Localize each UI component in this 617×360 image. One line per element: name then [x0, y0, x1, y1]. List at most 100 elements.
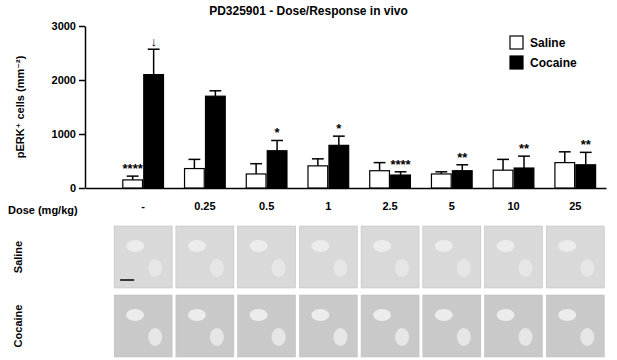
micrograph-panel: [361, 226, 419, 288]
y-tick: 1000: [52, 128, 85, 140]
micrograph-texture: [395, 328, 409, 346]
x-axis: -0.250.512.551025: [86, 188, 607, 212]
y-tick-label: 1000: [52, 128, 76, 140]
x-axis-title: Dose (mg/kg): [8, 204, 78, 216]
micrograph-texture: [333, 259, 347, 277]
y-tick: 2000: [52, 74, 85, 86]
micrograph-panel: [361, 295, 419, 357]
annotations: ****↓************: [123, 34, 592, 176]
micrograph-texture: [148, 328, 162, 346]
y-tick-label: 0: [70, 182, 76, 194]
error-bar: [395, 172, 407, 175]
y-tick-mark: [79, 188, 85, 190]
x-tick-label: 2.5: [382, 200, 397, 212]
y-tick-mark: [79, 134, 85, 136]
micrograph-texture: [519, 328, 533, 346]
x-tick: 0.5: [259, 188, 274, 212]
error-bar: [250, 164, 262, 174]
micrograph-texture: [457, 259, 471, 277]
error-bar-cap: [250, 163, 262, 165]
error-bar-stem: [523, 156, 525, 168]
micrograph-panel: [485, 295, 543, 357]
micrograph-panel: [238, 226, 296, 288]
error-bar: [188, 159, 200, 168]
legend-item: Saline: [510, 36, 566, 50]
bar: [555, 163, 575, 188]
y-axis: 0 1000 2000 3000: [52, 20, 86, 194]
micrograph-panel: [485, 226, 543, 288]
bar: [576, 165, 596, 188]
error-bar-stem: [194, 159, 196, 168]
bar: [452, 171, 472, 188]
micrograph-texture: [558, 309, 576, 321]
micrograph-texture: [457, 328, 471, 346]
error-bar: [374, 163, 386, 171]
micrograph-texture: [558, 240, 576, 252]
micrograph-texture: [580, 328, 594, 346]
series: [144, 49, 596, 188]
annotation: **: [457, 150, 468, 165]
scale-bar: [120, 279, 134, 281]
error-bar-cap: [188, 159, 200, 161]
error-bar-cap: [559, 151, 571, 153]
bar: [206, 96, 226, 188]
micrograph-panel: [238, 295, 296, 357]
x-tick-label: 0.5: [259, 200, 274, 212]
error-bar: [209, 91, 221, 96]
legend-item: Cocaine: [510, 56, 577, 70]
error-bar: [148, 49, 160, 74]
micrograph-texture: [311, 309, 329, 321]
error-bar-stem: [317, 159, 319, 166]
micrograph-panel: [176, 295, 234, 357]
legend-label: Saline: [530, 36, 566, 50]
bar: [246, 174, 266, 188]
micrograph-panel: [176, 226, 234, 288]
bar: [308, 166, 328, 188]
error-bar: [497, 159, 509, 170]
micrograph-panel: [299, 226, 357, 288]
error-bar-cap: [312, 158, 324, 160]
error-bar: [312, 159, 324, 166]
micrograph-texture: [148, 259, 162, 277]
error-bar: [580, 152, 592, 164]
micrograph-texture: [435, 240, 453, 252]
micrograph-texture: [497, 309, 515, 321]
micrograph-texture: [126, 240, 144, 252]
annotation: ↓: [150, 34, 157, 49]
bar: [391, 175, 411, 188]
marks: [123, 49, 596, 188]
y-axis-title: pERK⁺ cells (mm⁻²): [14, 55, 26, 158]
x-tick-label: 0.25: [194, 200, 215, 212]
error-bar-stem: [338, 136, 340, 145]
legend: Saline Cocaine: [510, 36, 577, 70]
x-tick: 1: [325, 188, 331, 212]
annotation: **: [581, 137, 592, 152]
micrograph-panel: [546, 226, 604, 288]
micrograph-panel: [114, 295, 172, 357]
error-bar-stem: [462, 165, 464, 171]
error-bar: [456, 165, 468, 171]
annotation: *: [275, 125, 281, 140]
error-bar: [271, 140, 283, 150]
micrograph-panel: [423, 295, 481, 357]
legend-label: Cocaine: [530, 56, 577, 70]
micrograph-texture: [373, 240, 391, 252]
error-bar-cap: [209, 90, 221, 92]
error-bar-stem: [255, 164, 257, 174]
bar: [431, 174, 451, 188]
y-tick-label: 3000: [52, 20, 76, 32]
error-bar-stem: [585, 152, 587, 164]
micrograph-texture: [395, 259, 409, 277]
bar: [185, 169, 205, 188]
x-tick: 25: [569, 188, 581, 212]
x-tick-label: 5: [449, 200, 455, 212]
micrograph-texture: [519, 259, 533, 277]
x-tick: 5: [449, 188, 455, 212]
y-tick-mark: [79, 26, 85, 28]
y-tick: 0: [70, 182, 85, 194]
chart: PD325901 - Dose/Response in vivo01000200…: [0, 0, 617, 360]
micrograph-panel: [299, 295, 357, 357]
error-bar-stem: [502, 159, 504, 170]
annotation: ****: [390, 157, 411, 172]
y-tick-mark: [79, 80, 85, 82]
